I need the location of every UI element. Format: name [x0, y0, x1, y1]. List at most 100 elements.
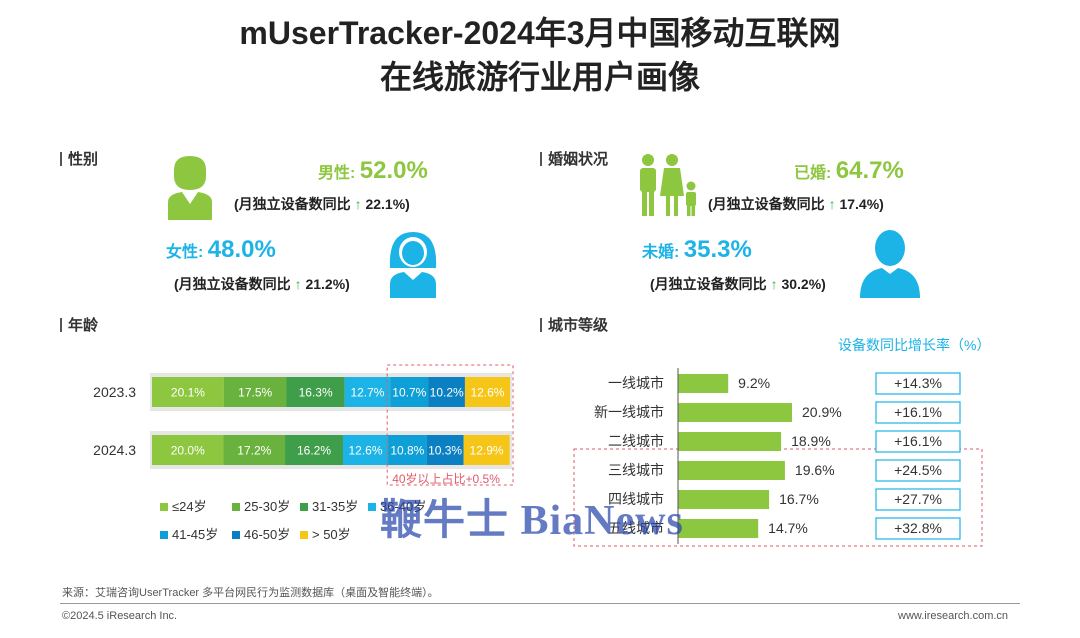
category-label: 2024.3 [93, 442, 136, 458]
growth-box [875, 517, 961, 540]
legend-label: 25-30岁 [244, 499, 290, 514]
female-yoy-value: 21.2%) [305, 276, 350, 292]
legend-swatch [160, 531, 168, 539]
single-value: 35.3% [683, 236, 752, 263]
male-stat: 男性: 52.0% [318, 157, 428, 185]
gender-section-title: 性别 [60, 148, 98, 169]
growth-box [875, 430, 961, 453]
data-label: 12.7% [350, 386, 384, 400]
annotation-text: 40岁以上占比+0.5% [392, 471, 500, 486]
data-label: 18.9% [791, 433, 831, 449]
age-section-title: 年龄 [60, 314, 98, 335]
category-label: 新一线城市 [594, 404, 664, 420]
growth-box [875, 401, 961, 424]
single-yoy-value: 30.2%) [781, 276, 826, 292]
data-label: 20.9% [802, 404, 842, 420]
female-icon [389, 232, 437, 298]
bar-segment [390, 377, 429, 407]
data-label: 16.3% [299, 386, 333, 400]
bar-segment [152, 377, 224, 407]
bar [678, 461, 785, 480]
growth-box [875, 488, 961, 511]
bar-segment [344, 377, 391, 407]
growth-title: 设备数同比增长率（%） [838, 337, 990, 353]
legend-label: ≤24岁 [172, 499, 207, 514]
up-arrow-icon: ↑ [828, 196, 836, 212]
city-section-title: 城市等级 [540, 314, 608, 335]
female-yoy: (月独立设备数同比 ↑ 21.2%) [174, 274, 350, 294]
age-stacked-bar-chart: 2023.3 20.1% 17.5% 16.3% 12.7% 10.7% 10.2% 12.6… [93, 364, 514, 542]
male-yoy: (月独立设备数同比 ↑ 22.1%) [234, 194, 410, 214]
legend-label: 41-45岁 [172, 527, 218, 542]
married-yoy: (月独立设备数同比 ↑ 17.4%) [708, 194, 884, 214]
bar [678, 403, 792, 422]
data-label: 16.2% [297, 444, 331, 458]
legend-swatch [300, 531, 308, 539]
page-title: mUserTracker-2024年3月中国移动互联网 [239, 15, 841, 51]
data-label: 19.6% [795, 462, 835, 478]
copyright: ©2024.5 iResearch Inc. [62, 610, 178, 622]
data-label: 9.2% [738, 375, 770, 391]
bar [678, 432, 782, 451]
legend-swatch [232, 503, 240, 511]
data-label: 17.5% [238, 386, 272, 400]
data-label: 12.6% [470, 386, 504, 400]
growth-label: +27.7% [894, 491, 942, 507]
single-yoy: (月独立设备数同比 ↑ 30.2%) [650, 274, 826, 294]
data-label: 10.3% [428, 444, 462, 458]
data-label: 17.2% [237, 444, 271, 458]
growth-label: +24.5% [894, 462, 942, 478]
data-label: 14.7% [768, 520, 808, 536]
data-label: 10.2% [430, 386, 464, 400]
category-label: 一线城市 [608, 375, 664, 391]
married-label: 已婚: [794, 165, 832, 182]
bar-segment [223, 377, 287, 407]
growth-box [875, 372, 961, 395]
growth-label: +16.1% [894, 404, 942, 420]
data-label: 16.7% [779, 491, 819, 507]
male-yoy-value: 22.1%) [365, 196, 410, 212]
highlight-box [386, 364, 514, 486]
bar-segment [464, 377, 510, 407]
data-label: 10.8% [390, 444, 424, 458]
legend-label: > 50岁 [312, 527, 351, 542]
category-label: 2023.3 [93, 384, 136, 400]
data-label: 20.1% [171, 386, 205, 400]
married-yoy-prefix: (月独立设备数同比 [708, 196, 825, 212]
bar-segment [428, 377, 465, 407]
data-label: 20.0% [171, 444, 205, 458]
bar-segment [426, 435, 464, 465]
data-label: 10.7% [392, 386, 426, 400]
male-icon [168, 156, 212, 220]
female-label: 女性: [166, 244, 204, 261]
legend-swatch [160, 503, 168, 511]
category-label: 三线城市 [608, 462, 664, 478]
growth-box [875, 459, 961, 482]
family-icon [640, 154, 696, 216]
single-yoy-prefix: (月独立设备数同比 [650, 276, 767, 292]
footer-divider [60, 603, 1020, 604]
female-stat: 女性: 48.0% [166, 236, 276, 264]
bar [678, 519, 759, 538]
data-label: 12.6% [348, 444, 382, 458]
growth-label: +14.3% [894, 375, 942, 391]
female-yoy-prefix: (月独立设备数同比 [174, 276, 291, 292]
bar-segment [342, 435, 389, 465]
bar-segment [286, 377, 345, 407]
city-tier-bar-chart: 设备数同比增长率（%） 一线城市 9.2% +14.3% 新一线城市 20.9% +16.1… [573, 337, 990, 547]
category-label: 五线城市 [608, 520, 664, 536]
up-arrow-icon: ↑ [770, 276, 778, 292]
category-label: 四线城市 [608, 491, 664, 507]
watermark-text: 鞭牛士 BiaNews [380, 498, 684, 544]
source-note: 来源：艾瑞咨询UserTracker 多平台网民行为监测数据库（桌面及智能终端）… [62, 587, 439, 599]
legend-swatch [368, 503, 376, 511]
married-stat: 已婚: 64.7% [794, 157, 904, 185]
legend-swatch [300, 503, 308, 511]
married-value: 64.7% [835, 157, 904, 184]
category-label: 二线城市 [608, 433, 664, 449]
bar-segment [388, 435, 427, 465]
bar-segment [223, 435, 286, 465]
data-label: 12.9% [470, 444, 504, 458]
legend-label: 46-50岁 [244, 527, 290, 542]
page-subtitle: 在线旅游行业用户画像 [379, 59, 700, 95]
